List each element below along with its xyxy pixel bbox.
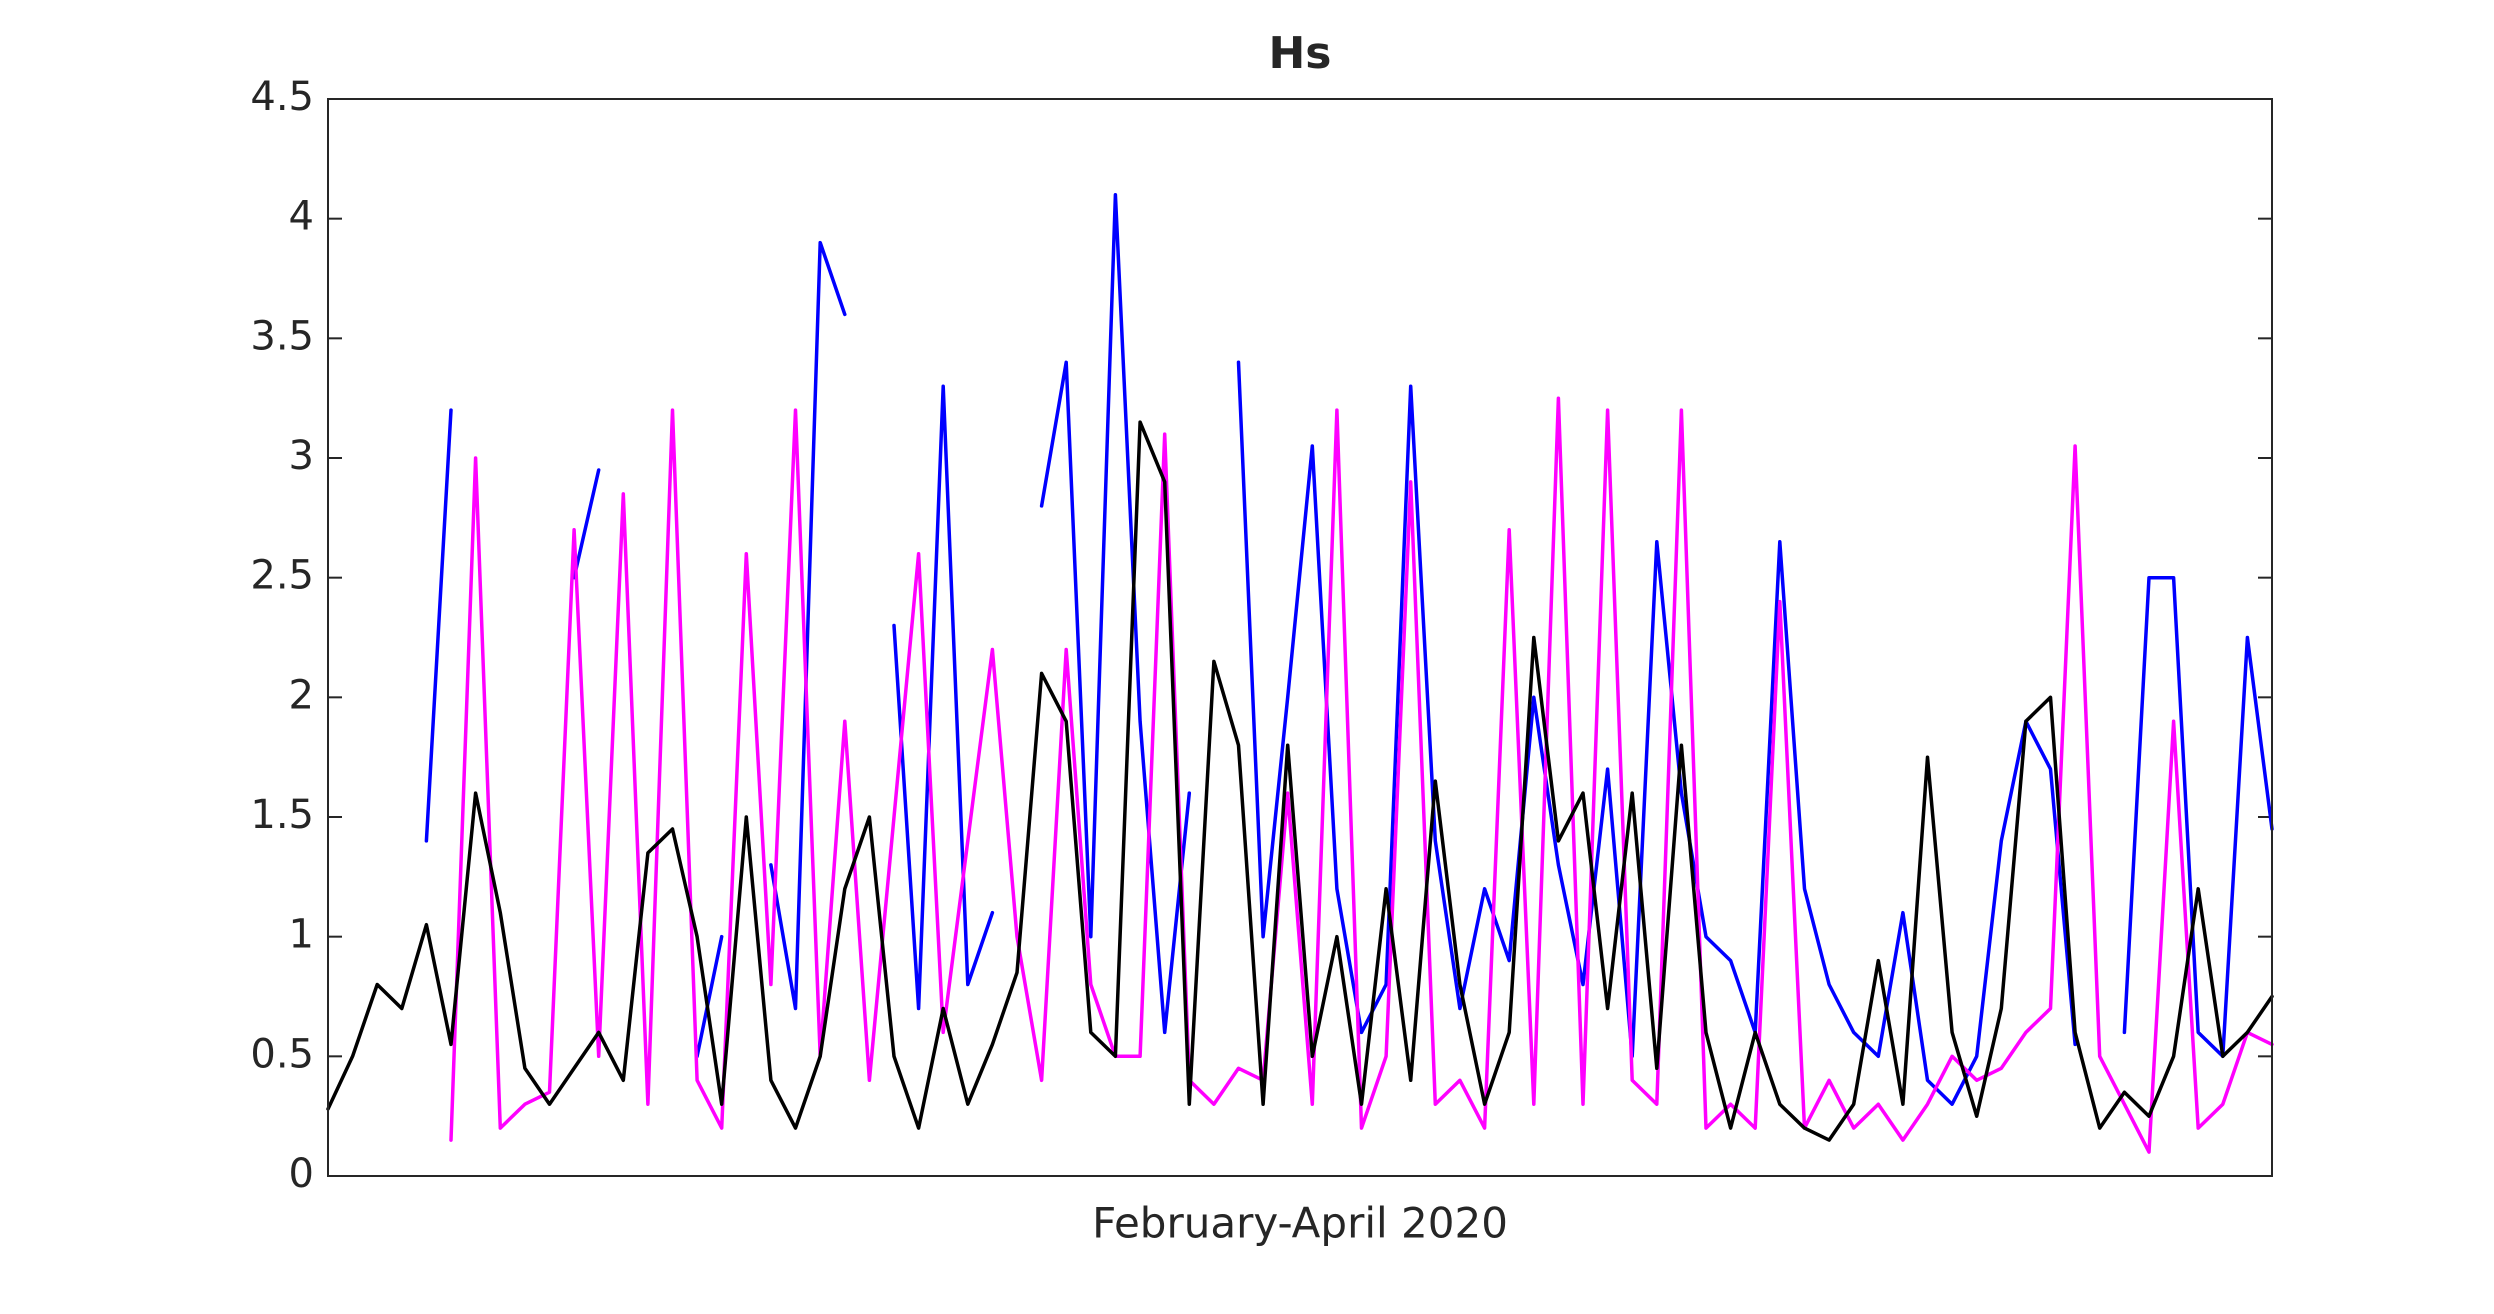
- x-axis-label: February-April 2020: [1092, 1199, 1508, 1248]
- y-tick-label: 3.5: [250, 313, 314, 359]
- y-tick-label: 1.5: [250, 792, 314, 838]
- series-line: [424, 192, 2274, 1106]
- y-tick-label: 1: [289, 912, 314, 958]
- y-tick-label: 0.5: [250, 1031, 314, 1077]
- series-line: [449, 396, 2274, 1154]
- y-tick-label: 2.5: [250, 553, 314, 599]
- y-tick-label: 4.5: [250, 74, 314, 120]
- series-line: [326, 420, 2274, 1142]
- y-tick-label: 4: [289, 194, 314, 240]
- plot-frame: [327, 98, 2273, 1177]
- y-tick-label: 3: [289, 433, 314, 479]
- y-tick-label: 2: [289, 672, 314, 718]
- y-tick-label: 0: [289, 1151, 314, 1197]
- chart-title: Hs: [1268, 28, 1331, 79]
